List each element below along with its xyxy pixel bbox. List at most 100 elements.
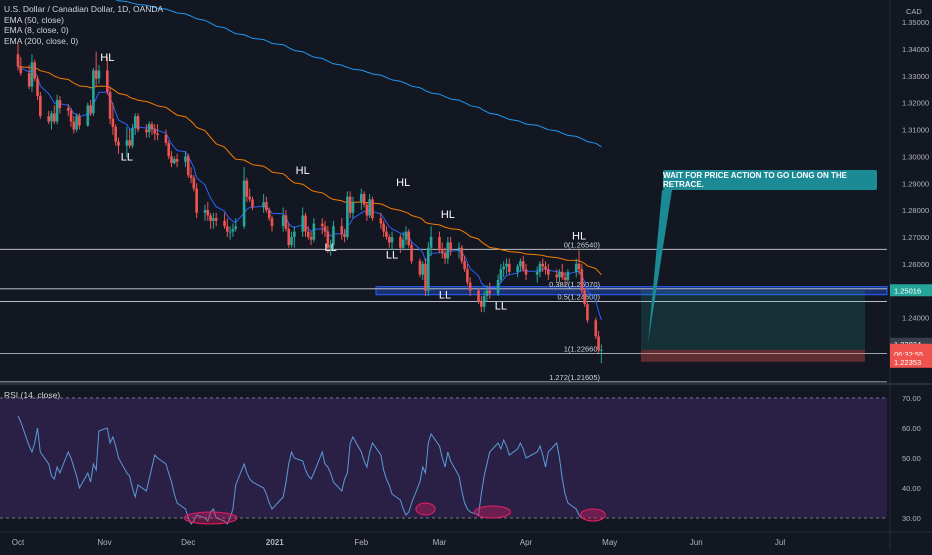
candle-body — [284, 215, 288, 229]
candle-body — [449, 242, 452, 251]
candle-body — [496, 279, 500, 294]
candle-body — [457, 247, 461, 251]
candle-body — [52, 113, 56, 122]
candles — [16, 43, 603, 364]
candle-body — [111, 118, 115, 127]
candle-body — [133, 116, 137, 129]
symbol-title[interactable]: U.S. Dollar / Canadian Dollar, 1D, OANDA — [4, 4, 164, 14]
swing-label: HL — [396, 177, 410, 189]
time-axis-label: May — [602, 538, 617, 547]
price-tick-label: 1.35000 — [902, 18, 929, 27]
candle-body — [399, 236, 402, 248]
rsi-oversold-highlight — [474, 505, 511, 519]
fibonacci-label: 0(1.26540) — [564, 240, 601, 249]
ema8-legend[interactable]: EMA (8, close, 0) — [4, 25, 69, 35]
candle-body — [326, 231, 330, 248]
time-axis-label: 2021 — [266, 538, 284, 547]
candle-body — [421, 263, 425, 275]
ema200-legend[interactable]: EMA (200, close, 0) — [4, 35, 79, 46]
candle-body — [173, 159, 176, 164]
candle-body — [480, 301, 483, 307]
candle-body — [499, 269, 503, 280]
chart-legend: U.S. Dollar / Canadian Dollar, 1D, OANDA… — [4, 4, 163, 46]
candle-body — [226, 226, 229, 232]
candle-body — [438, 236, 441, 251]
swing-label: HL — [100, 52, 114, 64]
candle-body — [323, 226, 327, 232]
candle-body — [407, 231, 411, 246]
candle-body — [580, 269, 584, 291]
candle-body — [75, 116, 78, 130]
candle-body — [365, 204, 369, 216]
price-tick-label: 1.32000 — [902, 99, 929, 108]
candle-body — [125, 140, 129, 146]
price-axis-tag — [890, 284, 932, 297]
candle-body — [223, 220, 226, 227]
candle-body — [594, 320, 598, 337]
candle-body — [446, 242, 450, 259]
candle-body — [30, 62, 34, 87]
candle-body — [206, 210, 210, 216]
candle-body — [547, 269, 550, 275]
demand-zone — [375, 286, 888, 296]
time-axis-label: Mar — [433, 538, 447, 547]
rsi-tick-label: 40.00 — [902, 484, 921, 493]
swing-label: HL — [441, 209, 455, 221]
price-tick-label: 1.33000 — [902, 72, 929, 81]
ema50-line — [17, 65, 602, 276]
candle-body — [586, 304, 589, 321]
fibonacci-label: 1(1.22660) — [564, 345, 601, 354]
candle-body — [563, 277, 567, 280]
rsi-legend[interactable]: RSI (14, close) — [4, 390, 61, 400]
candle-body — [147, 124, 151, 133]
candle-body — [538, 263, 542, 272]
candle-body — [186, 156, 190, 176]
candle-body — [368, 199, 371, 216]
trade-callout[interactable]: WAIT FOR PRICE ACTION TO GO LONG ON THE … — [663, 170, 877, 190]
time-axis-label: Apr — [520, 538, 533, 547]
time-axis-label: Oct — [12, 538, 25, 547]
candle-body — [145, 129, 148, 133]
candle-body — [50, 113, 53, 122]
candle-body — [541, 263, 545, 267]
candle-body — [583, 290, 586, 305]
candle-body — [106, 70, 109, 92]
candle-body — [290, 236, 293, 246]
candle-body — [128, 140, 131, 146]
candle-body — [401, 239, 405, 248]
candle-body — [184, 156, 187, 162]
candle-body — [424, 263, 427, 291]
swing-label: LL — [324, 242, 336, 254]
ema8-line — [17, 65, 602, 321]
rsi-band — [0, 398, 887, 518]
candle-body — [156, 133, 159, 135]
price-tick-label: 1.26000 — [902, 260, 929, 269]
candle-body — [351, 202, 355, 213]
rsi-oversold-highlight — [183, 511, 238, 525]
candle-body — [466, 269, 469, 283]
candle-body — [89, 105, 92, 114]
candle-body — [332, 226, 335, 246]
candle-body — [360, 194, 363, 203]
swing-label: LL — [495, 300, 507, 312]
candle-body — [150, 124, 154, 130]
candle-body — [27, 73, 31, 87]
candle-body — [385, 231, 388, 237]
ema50-legend[interactable]: EMA (50, close) — [4, 14, 64, 25]
candle-body — [560, 271, 564, 278]
swing-label: LL — [439, 290, 451, 302]
candle-body — [248, 196, 251, 200]
candle-body — [265, 202, 268, 211]
candle-body — [214, 218, 218, 221]
candle-body — [304, 215, 307, 232]
price-axis-tag-text: 1.22353 — [894, 358, 921, 367]
candle-body — [55, 100, 59, 122]
candle-body — [16, 54, 20, 67]
candle-body — [507, 263, 511, 272]
time-axis-label: Jul — [775, 538, 785, 547]
candle-body — [477, 290, 480, 302]
candle-body — [97, 70, 101, 79]
candle-body — [212, 218, 215, 221]
